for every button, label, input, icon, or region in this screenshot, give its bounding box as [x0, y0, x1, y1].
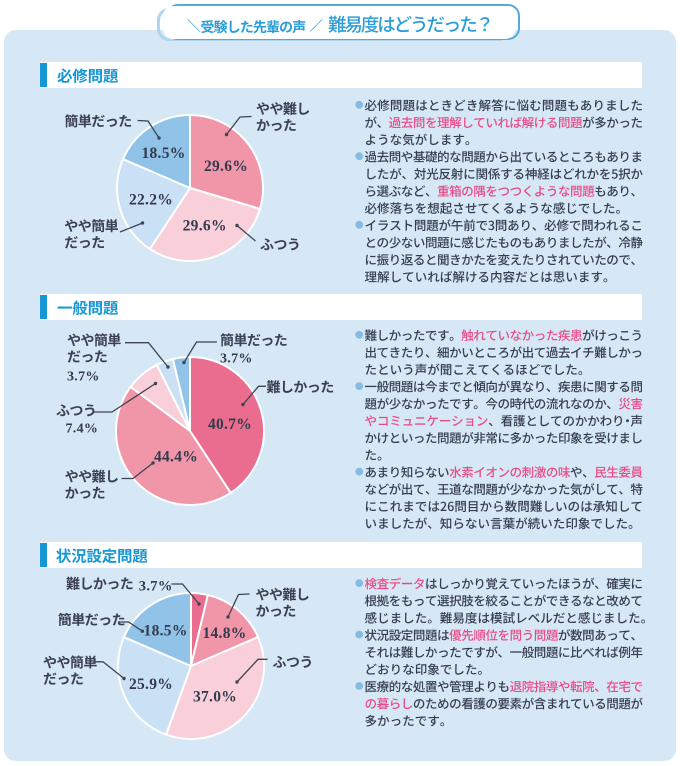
- svg-text:3.7%: 3.7%: [67, 369, 100, 384]
- svg-text:7.4%: 7.4%: [66, 422, 99, 437]
- svg-text:29.6%: 29.6%: [183, 217, 227, 234]
- svg-text:29.6%: 29.6%: [204, 158, 248, 175]
- svg-text:3.7%: 3.7%: [220, 351, 253, 366]
- svg-text:14.8%: 14.8%: [202, 625, 246, 642]
- svg-text:44.4%: 44.4%: [154, 448, 198, 465]
- svg-text:22.2%: 22.2%: [129, 191, 173, 208]
- svg-text:25.9%: 25.9%: [129, 676, 173, 693]
- svg-text:18.5%: 18.5%: [144, 623, 188, 640]
- svg-text:37.0%: 37.0%: [193, 689, 237, 706]
- svg-text:3.7%: 3.7%: [139, 579, 173, 595]
- svg-text:18.5%: 18.5%: [141, 145, 185, 162]
- svg-text:40.7%: 40.7%: [208, 416, 252, 433]
